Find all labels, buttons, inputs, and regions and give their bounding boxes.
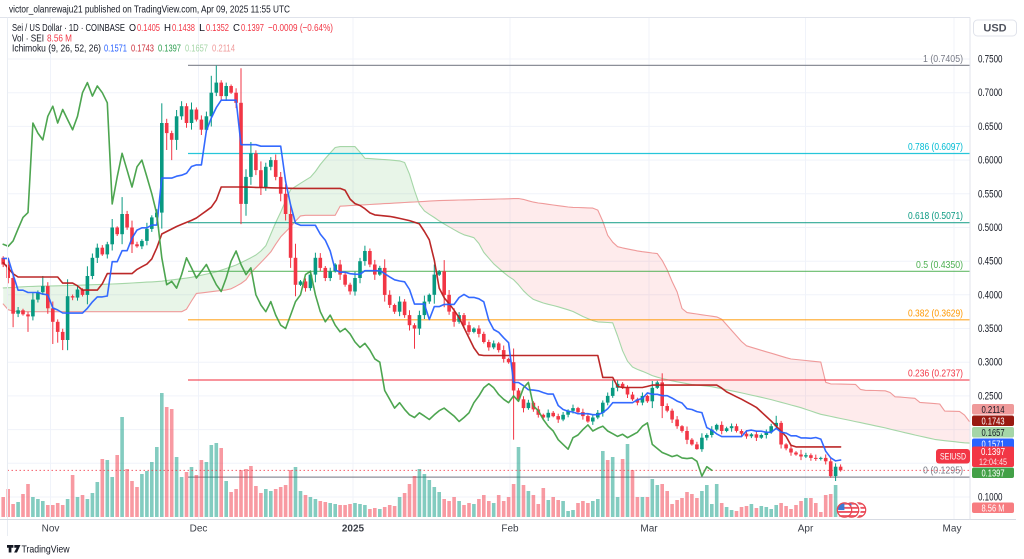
svg-text:SEIUSD: SEIUSD: [940, 452, 966, 463]
svg-text:0.1352: 0.1352: [206, 22, 229, 34]
svg-text:Feb: Feb: [501, 524, 519, 535]
svg-text:0.1571: 0.1571: [982, 439, 1005, 450]
svg-text:0.236 (0.2737): 0.236 (0.2737): [908, 368, 963, 380]
svg-text:0.6500: 0.6500: [978, 121, 1003, 133]
svg-text:0.3000: 0.3000: [978, 357, 1003, 369]
svg-text:0.1657: 0.1657: [185, 43, 208, 55]
svg-text:0.1397: 0.1397: [158, 43, 181, 55]
svg-text:0.786 (0.6097): 0.786 (0.6097): [908, 141, 963, 153]
svg-text:0.4500: 0.4500: [978, 256, 1003, 268]
svg-text:0.7500: 0.7500: [978, 54, 1003, 66]
svg-text:0.1743: 0.1743: [982, 416, 1005, 427]
svg-text:0.5500: 0.5500: [978, 188, 1003, 200]
svg-text:Nov: Nov: [42, 524, 60, 535]
svg-text:0.5000: 0.5000: [978, 222, 1003, 234]
svg-text:2025: 2025: [342, 524, 365, 535]
svg-text:0.1000: 0.1000: [978, 492, 1003, 504]
svg-text:1 (0.7405): 1 (0.7405): [923, 53, 963, 65]
svg-text:−0.0009 (−0.64%): −0.0009 (−0.64%): [268, 22, 333, 34]
svg-text:May: May: [943, 524, 962, 535]
svg-text:Dec: Dec: [190, 524, 208, 535]
svg-text:L: L: [199, 22, 205, 34]
svg-text:Apr: Apr: [798, 524, 814, 535]
svg-text:0.1657: 0.1657: [982, 428, 1005, 439]
svg-text:0.7000: 0.7000: [978, 87, 1003, 99]
svg-text:H: H: [164, 22, 171, 34]
svg-text:USD: USD: [983, 23, 1006, 35]
svg-text:0.1397: 0.1397: [982, 468, 1005, 479]
svg-text:0.1405: 0.1405: [137, 22, 160, 34]
svg-text:Mar: Mar: [640, 524, 658, 535]
svg-text:0.3500: 0.3500: [978, 323, 1003, 335]
svg-text:0 (0.1295): 0 (0.1295): [923, 465, 963, 477]
svg-text:TradingView: TradingView: [22, 544, 70, 556]
svg-text:0.618 (0.5071): 0.618 (0.5071): [908, 210, 963, 222]
svg-text:victor_olanrewaju21 published: victor_olanrewaju21 published on Trading…: [9, 4, 290, 16]
svg-text:8.56 M: 8.56 M: [47, 33, 72, 45]
svg-text:0.4000: 0.4000: [978, 289, 1003, 301]
svg-text:O: O: [129, 22, 136, 34]
svg-text:0.2500: 0.2500: [978, 390, 1003, 402]
svg-text:0.1397: 0.1397: [241, 22, 264, 34]
svg-text:0.382 (0.3629): 0.382 (0.3629): [908, 307, 963, 319]
svg-text:0.1397: 0.1397: [981, 446, 1005, 458]
svg-text:0.1743: 0.1743: [131, 43, 154, 55]
svg-text:0.1571: 0.1571: [104, 43, 127, 55]
svg-text:0.2114: 0.2114: [212, 43, 235, 55]
svg-text:12:04:45: 12:04:45: [979, 457, 1007, 468]
svg-text:Vol · SEI: Vol · SEI: [12, 33, 44, 45]
svg-text:0.5 (0.4350): 0.5 (0.4350): [916, 259, 963, 271]
svg-text:C: C: [233, 22, 240, 34]
svg-text:0.6000: 0.6000: [978, 155, 1003, 167]
svg-text:Sei / US Dollar · 1D · COINBAS: Sei / US Dollar · 1D · COINBASE: [12, 22, 125, 34]
svg-text:0.1438: 0.1438: [172, 22, 195, 34]
svg-text:8.56 M: 8.56 M: [982, 503, 1005, 514]
svg-text:Ichimoku (9, 26, 52, 26): Ichimoku (9, 26, 52, 26): [12, 43, 101, 55]
svg-text:0.2114: 0.2114: [982, 405, 1005, 416]
